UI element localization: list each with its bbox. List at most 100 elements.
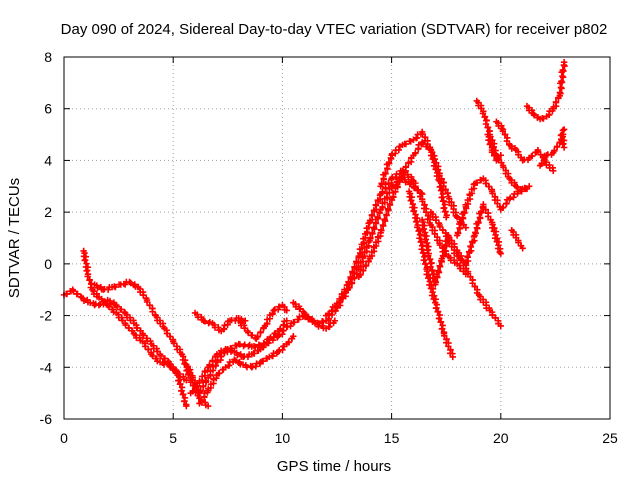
data-point	[445, 343, 452, 350]
data-point	[412, 183, 419, 190]
data-point	[457, 219, 465, 226]
data-point	[500, 204, 507, 211]
data-point	[560, 126, 568, 133]
series-track-5	[187, 317, 290, 397]
data-point	[382, 169, 389, 177]
data-point	[439, 198, 447, 205]
data-point	[441, 332, 448, 339]
data-point	[372, 201, 379, 209]
data-point	[206, 361, 213, 368]
data-point	[402, 163, 410, 170]
data-point	[161, 355, 169, 362]
data-point	[514, 183, 521, 191]
y-tick-label: -2	[40, 308, 53, 324]
x-tick-label: 20	[493, 430, 509, 446]
data-point	[497, 250, 504, 257]
data-point	[481, 113, 488, 121]
data-point	[384, 205, 392, 213]
data-point	[86, 277, 93, 284]
data-point	[416, 235, 423, 242]
data-point	[417, 238, 425, 246]
x-tick-label: 10	[275, 430, 291, 446]
data-point	[560, 58, 568, 66]
data-point	[353, 258, 360, 265]
series-track-20	[508, 227, 526, 252]
data-point	[392, 173, 399, 181]
data-point	[424, 247, 431, 254]
x-tick-label: 25	[602, 430, 618, 446]
data-point	[525, 183, 533, 190]
data-point	[351, 263, 358, 271]
data-point	[183, 402, 190, 410]
y-tick-label: 2	[44, 204, 52, 220]
data-point	[436, 183, 444, 191]
data-point	[99, 298, 107, 305]
data-point	[331, 317, 339, 324]
data-point	[290, 333, 297, 340]
data-point	[438, 194, 445, 201]
data-point	[482, 120, 490, 128]
data-point	[368, 211, 376, 219]
data-point	[480, 203, 487, 210]
data-point	[81, 257, 88, 264]
y-axis-label: SDTVAR / TECUs	[6, 178, 23, 298]
data-point	[197, 387, 204, 394]
data-point	[553, 143, 561, 150]
series-track-10	[322, 167, 470, 319]
data-point	[414, 224, 421, 231]
series-track-15	[427, 201, 504, 268]
data-point	[484, 124, 491, 131]
data-point	[84, 273, 91, 280]
data-point	[490, 152, 498, 159]
data-point	[385, 179, 392, 187]
data-point	[349, 268, 356, 275]
data-point	[442, 186, 449, 193]
data-point	[434, 166, 442, 174]
data-point	[385, 159, 393, 166]
data-point	[347, 273, 354, 281]
data-point	[427, 263, 434, 271]
data-point	[398, 173, 405, 180]
data-point	[479, 110, 487, 117]
data-point	[180, 398, 188, 405]
data-point	[420, 226, 427, 233]
data-point	[209, 357, 216, 364]
data-point	[418, 246, 425, 253]
data-point	[407, 197, 415, 204]
y-tick-label: 4	[44, 152, 52, 168]
data-point	[482, 206, 489, 214]
data-point	[231, 356, 238, 363]
data-point	[204, 402, 212, 410]
data-point	[419, 249, 427, 257]
data-point	[424, 140, 431, 148]
data-point	[550, 167, 557, 174]
data-point	[70, 288, 77, 295]
data-point	[117, 306, 125, 313]
grid-lines	[64, 57, 610, 419]
data-point	[372, 219, 380, 226]
data-point	[175, 377, 182, 384]
data-point	[377, 226, 385, 234]
data-point	[462, 224, 470, 231]
y-tick-label: 8	[44, 49, 52, 65]
data-point	[559, 127, 567, 134]
series-track-9	[290, 175, 426, 327]
data-point	[497, 152, 504, 159]
data-point	[559, 140, 566, 148]
data-point	[198, 397, 205, 405]
data-point	[558, 78, 565, 85]
data-point	[438, 175, 445, 183]
plot-frame	[63, 56, 611, 420]
data-point	[179, 391, 187, 398]
data-point	[345, 278, 352, 285]
data-point	[419, 130, 426, 138]
series-track-23	[558, 131, 568, 151]
data-point	[460, 209, 468, 216]
data-point	[436, 172, 443, 179]
y-tick-label: -4	[40, 359, 53, 375]
data-point	[245, 329, 252, 336]
data-point	[424, 252, 432, 259]
data-point	[277, 325, 284, 333]
data-point	[560, 144, 568, 151]
